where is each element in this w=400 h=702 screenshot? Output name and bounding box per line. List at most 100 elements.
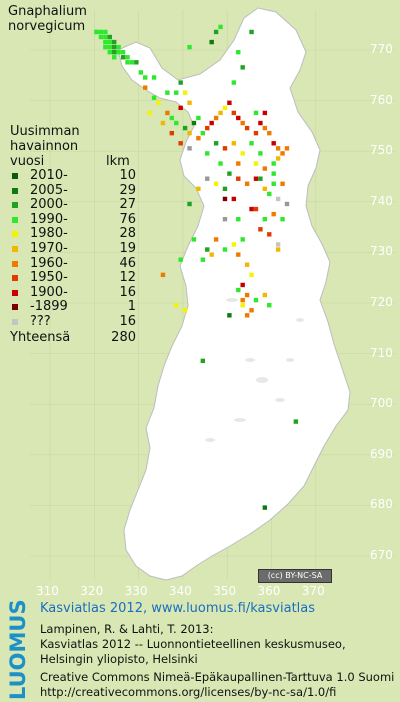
occurrence-cell [240,237,245,242]
occurrence-cell [253,206,259,212]
occurrence-cell [240,120,245,126]
occurrence-cell [236,50,241,55]
occurrence-cell [280,181,285,186]
occurrence-cell [240,282,245,288]
legend-swatch [12,304,18,311]
y-tick-label: 750 [370,143,393,158]
occurrence-cell [258,151,263,156]
occurrence-cell [112,55,117,60]
occurrence-cell [134,60,139,65]
legend-label: 1900- [30,284,68,300]
occurrence-cell [231,141,237,146]
occurrence-cell [209,252,214,257]
occurrence-cell [262,292,268,298]
lake [226,298,238,302]
atlas-url-link[interactable]: Kasviatlas 2012, www.luomus.fi/kasviatla… [40,601,316,616]
occurrence-cell [205,125,210,131]
legend-count: 46 [119,255,136,271]
occurrence-cell [205,176,210,181]
occurrence-cell [262,110,268,116]
occurrence-cell [205,247,210,252]
legend-row: ??? 16 [6,313,136,330]
occurrence-cell [187,100,192,105]
occurrence-cell [262,125,268,131]
occurrence-cell [218,161,223,166]
occurrence-cell [107,34,112,40]
occurrence-cell [236,161,241,166]
legend-swatch [12,202,18,209]
legend: Uusimman havainnon vuosi lkm 2010- 10 2005… [6,124,136,345]
occurrence-cell [222,247,228,252]
occurrence-cell [284,146,290,151]
occurrence-cell [222,146,228,151]
x-tick-label: 340 [168,584,192,598]
x-tick-label: 310 [36,584,59,598]
occurrence-cell [231,196,237,202]
occurrence-cell [182,90,188,95]
occurrence-cell [200,358,206,364]
legend-swatch [12,289,18,296]
legend-row: 1960- 46 [6,256,136,272]
occurrence-cell [103,44,108,50]
occurrence-cell [236,216,241,222]
occurrence-cell [253,110,259,116]
occurrence-cell [165,90,170,95]
legend-count: 29 [119,182,136,198]
occurrence-cell [271,171,276,176]
legend-swatch [12,245,18,252]
occurrence-cell [160,120,166,126]
cc-license-badge[interactable]: (cc) BY-NC-SA [258,569,332,583]
occurrence-cell [112,44,117,50]
occurrence-cell [160,272,166,278]
occurrence-cell [169,130,175,136]
occurrence-cell [196,136,201,141]
occurrence-cell [253,297,259,303]
occurrence-cell [129,60,135,65]
occurrence-cell [284,201,290,207]
license-url-link[interactable]: http://creativecommons.org/licenses/by-n… [40,685,337,699]
occurrence-cell [227,171,232,176]
occurrence-cell [249,308,254,313]
occurrence-cell [258,120,263,126]
occurrence-cell [107,50,112,55]
occurrence-cell [236,287,241,293]
occurrence-cell [209,120,214,126]
legend-row: 2010- 10 [6,168,136,184]
x-tick-label: 370 [301,584,325,598]
legend-swatch [12,173,18,179]
occurrence-cell [275,242,281,247]
legend-count: 10 [119,168,136,183]
occurrence-cell [138,70,143,75]
occurrence-cell [222,186,228,192]
lake [296,318,304,322]
occurrence-cell [244,262,250,267]
legend-label: ??? [30,313,51,329]
occurrence-cell [213,237,219,242]
occurrence-cell [240,65,245,70]
lake [234,418,246,422]
occurrence-cell [98,34,104,40]
occurrence-cell [244,181,250,186]
occurrence-cell [271,161,276,166]
occurrence-cell [174,90,179,95]
y-tick-label: 690 [370,446,393,461]
occurrence-cell [116,44,121,50]
legend-count: 76 [119,211,136,227]
occurrence-cell [120,50,126,55]
occurrence-cell [262,216,268,222]
legend-swatch [12,216,18,223]
occurrence-cell [236,176,241,181]
legend-heading-2: havainnon [10,139,79,154]
occurrence-cell [178,257,183,262]
legend-swatch [12,231,18,238]
occurrence-cell [262,166,268,171]
occurrence-cell [143,85,148,90]
occurrence-cell [244,313,250,318]
y-tick-label: 700 [370,396,393,411]
x-tick-label: 350 [213,584,237,598]
y-tick-label: 680 [370,497,393,512]
occurrence-cell [178,80,183,85]
occurrence-cell [222,105,228,111]
occurrence-cell [116,50,121,55]
